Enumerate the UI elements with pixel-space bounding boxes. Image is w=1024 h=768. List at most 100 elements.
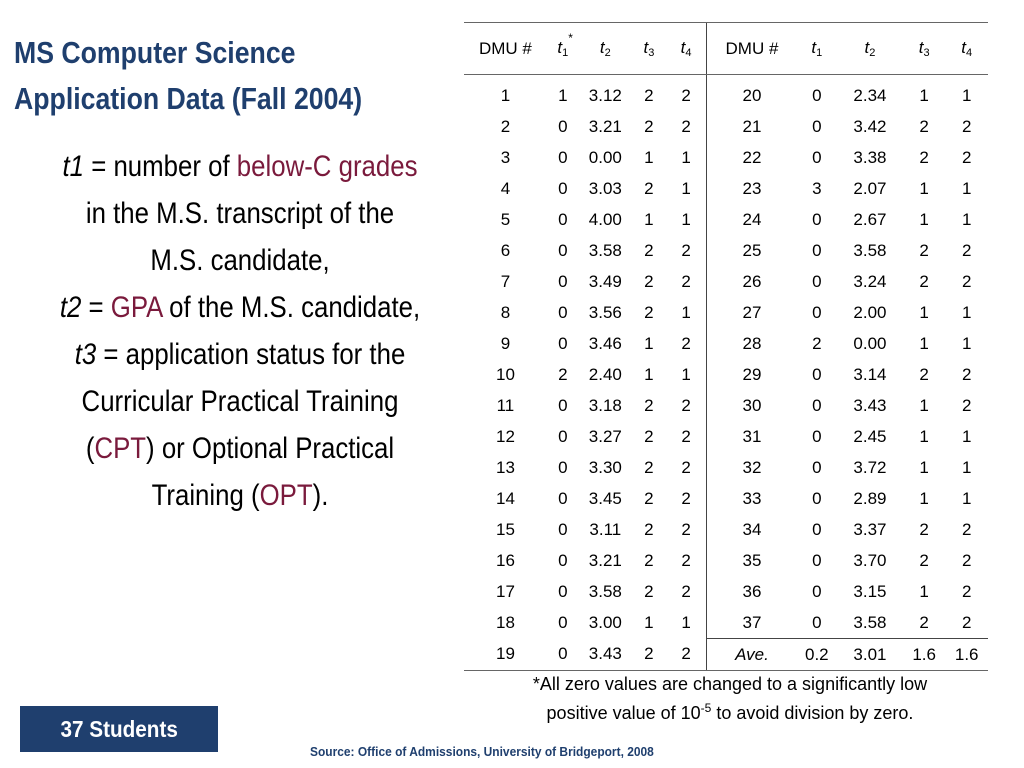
header-t2: t2: [578, 22, 632, 75]
table-cell: 5: [500, 209, 511, 229]
table-cell: 2: [644, 85, 654, 105]
table-cell: 0: [558, 240, 568, 260]
table-cell: 3.15: [853, 581, 887, 601]
table-cell: 0: [558, 271, 568, 291]
table-cell: 1: [961, 178, 972, 198]
table-cell: 2: [681, 333, 691, 353]
table-cell: 1: [644, 147, 654, 167]
table-cell: 1: [919, 209, 929, 229]
table-cell: 1: [644, 333, 654, 353]
table-cell: 10: [495, 364, 515, 384]
table-cell: 28: [706, 328, 797, 359]
table-cell: 14: [495, 488, 515, 508]
table-cell: 2: [681, 271, 691, 291]
table-cell: 2: [644, 488, 654, 508]
table-row: 8 0 3.56 2 1 27 0 2.00 1 1: [464, 297, 988, 328]
table-cell: 2: [644, 271, 654, 291]
source-citation: Source: Office of Admissions, University…: [310, 744, 730, 759]
footnote-line-1: *All zero values are changed to a signif…: [532, 674, 928, 694]
table-cell: 35: [706, 545, 797, 576]
table-cell: 16: [495, 550, 515, 570]
table-cell: 1: [919, 426, 929, 446]
table-cell: 1.6: [945, 638, 988, 671]
table-cell: 2: [919, 240, 929, 260]
table-cell: 1: [961, 302, 972, 322]
table-cell: 2: [681, 488, 691, 508]
table-cell: 2: [919, 147, 929, 167]
table-cell: 1: [961, 457, 972, 477]
header-dmu-2: DMU #: [706, 22, 797, 75]
table-cell: 1: [961, 488, 972, 508]
desc-line-2: in the M.S. transcript of the: [85, 197, 395, 230]
table-cell: 2: [681, 240, 691, 260]
t3-symbol: t3: [74, 338, 97, 371]
table-cell: 2: [644, 519, 654, 539]
table-cell: 3.18: [588, 395, 622, 415]
table-cell: 33: [706, 483, 797, 514]
variable-description: t1 = number of below-C grades in the M.S…: [0, 143, 480, 519]
table-row: 7 0 3.49 2 2 26 0 3.24 2 2: [464, 266, 988, 297]
table-row: 13 0 3.30 2 2 32 0 3.72 1 1: [464, 452, 988, 483]
table-cell: 3.70: [853, 550, 887, 570]
table-cell: 2.89: [853, 488, 887, 508]
table-cell: 3.58: [853, 240, 887, 260]
table-cell: 3.45: [588, 488, 622, 508]
table-cell: 0: [812, 364, 822, 384]
table-cell: 2: [500, 116, 511, 136]
table-cell: 2.00: [853, 302, 887, 322]
table-cell: 2: [665, 638, 707, 671]
table-cell: 2: [681, 550, 691, 570]
table-cell: 3.37: [853, 519, 887, 539]
table-cell: 3.56: [588, 302, 622, 322]
table-cell: 2: [961, 116, 972, 136]
table-cell: 1: [500, 85, 511, 105]
table-cell: 21: [706, 111, 797, 142]
table-cell: 3.58: [853, 612, 887, 632]
table-cell: 2: [644, 178, 654, 198]
table-cell: 2: [644, 426, 654, 446]
table-cell: 1: [558, 85, 568, 105]
table-cell: 2: [919, 116, 929, 136]
table-cell: 20: [706, 74, 797, 111]
table-cell: 0: [812, 488, 822, 508]
table-cell: 3.38: [853, 147, 887, 167]
desc-line-3: M.S. candidate,: [150, 244, 330, 277]
header-t3-2: t3: [902, 22, 946, 75]
table-cell: 27: [706, 297, 797, 328]
table-cell: 2: [681, 85, 691, 105]
table-row: 15 0 3.11 2 2 34 0 3.37 2 2: [464, 514, 988, 545]
table-cell: 3.42: [853, 116, 887, 136]
table-cell: 24: [706, 204, 797, 235]
table-cell: 0: [546, 638, 579, 671]
table-cell: 31: [706, 421, 797, 452]
table-cell: 0: [558, 581, 568, 601]
table-cell: 0: [812, 240, 822, 260]
table-row: 1 1 3.12 2 2 20 0 2.34 1 1: [464, 74, 988, 111]
table-cell: 1: [919, 488, 929, 508]
table-cell: 0: [558, 550, 568, 570]
table-cell: 1.6: [902, 638, 946, 671]
slide-title: MS Computer Science Application Data (Fa…: [14, 30, 392, 122]
table-cell: 1: [961, 426, 972, 446]
table-cell: 2: [644, 581, 654, 601]
header-t3: t3: [631, 22, 666, 75]
table-cell: 2: [558, 364, 568, 384]
table-cell: 1: [919, 581, 929, 601]
table-cell: 32: [706, 452, 797, 483]
table-cell: 6: [500, 240, 511, 260]
table-cell: 0: [558, 209, 568, 229]
table-cell: 3.46: [588, 333, 622, 353]
table-cell: 13: [495, 457, 515, 477]
table-row: 18 0 3.00 1 1 37 0 3.58 2 2: [464, 607, 988, 639]
table-cell: 0.2: [796, 638, 837, 671]
table-cell: 30: [706, 390, 797, 421]
table-row: 2 0 3.21 2 2 21 0 3.42 2 2: [464, 111, 988, 142]
table-cell: 2: [919, 271, 929, 291]
table-cell: 0: [558, 426, 568, 446]
table-cell: 2: [961, 147, 972, 167]
table-cell: 3.00: [588, 612, 622, 632]
table-cell: 0: [812, 457, 822, 477]
equals: =: [88, 291, 104, 324]
t1-symbol: t1: [62, 150, 85, 183]
